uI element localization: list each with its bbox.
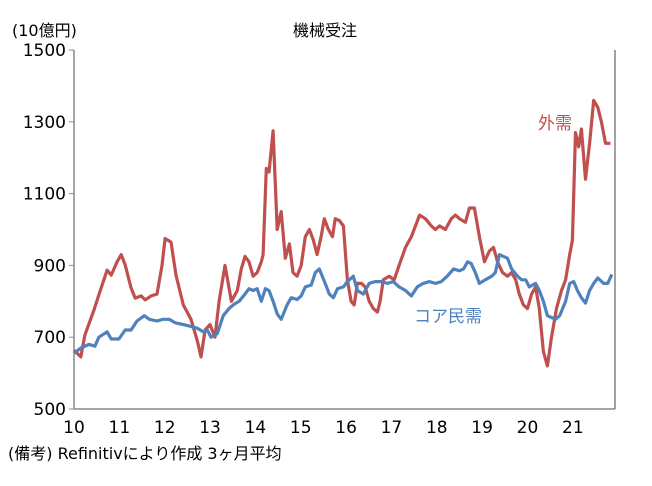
x-tick-label: 14 bbox=[245, 418, 267, 438]
x-tick-label: 20 bbox=[517, 418, 539, 438]
x-tick-label: 17 bbox=[381, 418, 403, 438]
series-label-core: コア民需 bbox=[414, 307, 482, 327]
y-tick-label: 1300 bbox=[23, 113, 66, 133]
series-line-foreign bbox=[72, 98, 611, 368]
series-label-foreign: 外需 bbox=[538, 114, 572, 134]
x-tick-label: 13 bbox=[199, 418, 221, 438]
y-tick-label: 1500 bbox=[23, 41, 66, 61]
x-tick-label: 10 bbox=[63, 418, 85, 438]
x-tick-label: 19 bbox=[471, 418, 493, 438]
x-tick-label: 12 bbox=[154, 418, 176, 438]
x-tick-label: 16 bbox=[335, 418, 357, 438]
y-tick-label: 500 bbox=[34, 400, 66, 420]
x-tick-label: 18 bbox=[426, 418, 448, 438]
y-tick-label: 900 bbox=[34, 256, 66, 276]
series-line-core bbox=[73, 253, 614, 355]
y-axis-unit: (10億円) bbox=[12, 21, 77, 40]
x-tick-label: 15 bbox=[290, 418, 312, 438]
x-tick-label: 21 bbox=[562, 418, 584, 438]
x-tick-label: 11 bbox=[109, 418, 131, 438]
chart-title: 機械受注 bbox=[293, 21, 357, 40]
y-tick-label: 700 bbox=[34, 328, 66, 348]
y-tick-label: 1100 bbox=[23, 185, 66, 205]
footnote: (備考) Refinitivにより作成 3ヶ月平均 bbox=[8, 444, 282, 463]
